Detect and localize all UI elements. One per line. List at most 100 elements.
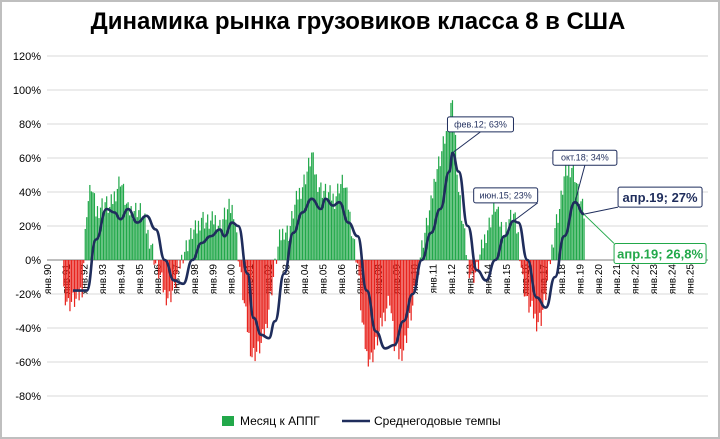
bar (216, 231, 218, 260)
line-series-path (73, 151, 585, 350)
bar (546, 260, 548, 281)
bar (338, 193, 340, 260)
x-tick-label: янв.92 (80, 264, 91, 295)
bar (64, 260, 66, 306)
legend-label-bars: Месяц к АППГ (240, 414, 320, 428)
bar (298, 187, 301, 260)
callout-box (617, 186, 703, 208)
bar (139, 203, 141, 260)
bar (456, 174, 458, 260)
y-tick-label: 0% (25, 255, 41, 267)
bar (98, 218, 100, 260)
bar (502, 239, 504, 260)
bar (256, 260, 258, 352)
bar (101, 198, 103, 260)
bar (332, 193, 334, 260)
bar (402, 260, 405, 351)
bar (413, 260, 415, 287)
bar (93, 193, 96, 260)
bar (84, 228, 86, 260)
bar (522, 260, 524, 275)
bar (337, 183, 339, 260)
bar (174, 260, 177, 288)
bar (425, 217, 428, 260)
bar (558, 209, 561, 260)
bar (361, 260, 363, 323)
bar (536, 260, 538, 332)
bar (194, 220, 197, 260)
x-tick-label: янв.22 (631, 264, 642, 295)
bar (268, 260, 270, 310)
bar (136, 217, 138, 260)
bar (243, 260, 245, 304)
bar (150, 245, 152, 260)
bar (318, 187, 320, 260)
bar (283, 239, 285, 260)
bar (75, 260, 77, 299)
bar (410, 260, 412, 321)
bar (419, 257, 421, 260)
bar (334, 209, 336, 260)
callout: окт.18; 34% (552, 149, 618, 203)
bar (196, 233, 198, 260)
bar (421, 240, 423, 260)
bar (517, 232, 519, 260)
bar (200, 217, 203, 260)
bar (552, 247, 555, 260)
bar (510, 209, 512, 260)
x-tick-label: янв.97 (172, 264, 183, 295)
bar (213, 224, 215, 260)
bar (356, 260, 359, 264)
bar (485, 243, 487, 260)
x-tick-label: янв.06 (337, 264, 348, 295)
bar (459, 195, 461, 260)
bar (141, 218, 143, 260)
bar (87, 201, 89, 260)
bar (214, 215, 216, 260)
bar (389, 260, 391, 306)
x-tick-label: янв.15 (502, 264, 513, 295)
bar (344, 187, 346, 260)
bar (487, 230, 489, 260)
bar (304, 184, 307, 260)
bar (161, 260, 163, 273)
bar (148, 248, 151, 260)
annotations: фев.12; 63% июн.15; 23% окт.18; 34% апр.19;… (446, 116, 707, 264)
callout-label: фев.12; 63% (454, 119, 507, 129)
bar (571, 167, 573, 260)
bar (575, 182, 578, 260)
bar (572, 158, 574, 260)
bar (341, 174, 343, 260)
bar (285, 232, 287, 260)
bar (245, 260, 247, 307)
bar (168, 260, 171, 292)
bar (465, 255, 467, 260)
bar (257, 260, 259, 342)
bar (185, 240, 187, 260)
bar (549, 260, 552, 265)
x-tick-label: янв.13 (465, 264, 476, 295)
bar (162, 260, 164, 293)
bar (523, 260, 526, 297)
bar (350, 236, 353, 260)
bar (170, 260, 172, 303)
callout-leader (574, 165, 586, 203)
callout: апр.19; 26,8% (583, 214, 707, 264)
x-tick-label: янв.99 (208, 264, 219, 295)
bar (409, 260, 411, 314)
bar (89, 184, 91, 260)
bar (272, 260, 275, 277)
bar (477, 260, 480, 270)
bar (340, 184, 342, 260)
x-tick-label: янв.93 (98, 264, 109, 295)
bar (450, 102, 452, 260)
bar (116, 188, 118, 260)
callout-box (473, 187, 539, 204)
bar (133, 211, 135, 260)
x-tick-label: янв.25 (686, 264, 697, 295)
bar (315, 174, 317, 260)
bar (124, 204, 126, 260)
bar (412, 260, 414, 306)
bar (454, 134, 457, 260)
bar (476, 260, 478, 263)
